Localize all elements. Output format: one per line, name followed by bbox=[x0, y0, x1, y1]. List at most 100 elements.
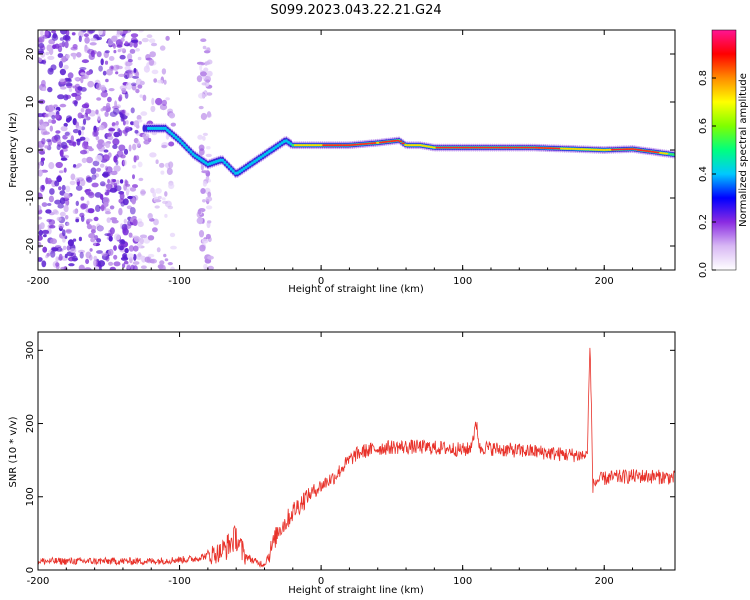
ridge-core bbox=[296, 144, 301, 147]
spectrogram-speckle bbox=[39, 222, 45, 230]
spectrogram-speckle bbox=[96, 51, 102, 58]
spectrogram-speckle bbox=[121, 88, 127, 94]
spectrogram-speckle bbox=[50, 238, 57, 245]
spectrogram-speckle bbox=[42, 246, 48, 253]
spectrogram-speckle bbox=[42, 34, 49, 39]
ridge-core bbox=[322, 144, 326, 147]
x-tick-label: -100 bbox=[168, 276, 191, 287]
ridge-core bbox=[441, 146, 445, 149]
spectrogram-speckle bbox=[63, 266, 68, 270]
spectrogram-speckle bbox=[52, 209, 58, 214]
spectrogram-speckle bbox=[109, 227, 115, 235]
spectrogram-speckle bbox=[125, 112, 130, 117]
spectrogram-speckle bbox=[164, 162, 169, 168]
spectrogram-speckle bbox=[160, 170, 165, 175]
ridge-band-cyan bbox=[270, 148, 273, 152]
spectrogram-speckle bbox=[82, 118, 87, 125]
spectrogram-speckle bbox=[100, 84, 106, 92]
spectrogram-speckle bbox=[199, 64, 203, 71]
spectrogram-speckle bbox=[116, 30, 120, 35]
spectrogram-speckle bbox=[142, 133, 150, 139]
spectrogram-speckle bbox=[49, 125, 53, 132]
ridge-band-cyan bbox=[151, 126, 154, 130]
spectrogram-speckle bbox=[51, 30, 57, 34]
spectrogram-speckle bbox=[207, 191, 212, 198]
ridge-band-cyan bbox=[289, 142, 293, 146]
spectrogram-speckle bbox=[199, 217, 203, 224]
spectrogram-speckle bbox=[75, 218, 80, 223]
spectrogram-speckle bbox=[106, 133, 112, 137]
spectrogram-speckle bbox=[64, 41, 69, 49]
spectrogram-speckle bbox=[93, 216, 99, 222]
spectrogram-speckle bbox=[108, 88, 115, 92]
spectrogram-speckle bbox=[97, 139, 105, 144]
ridge-band-cyan bbox=[174, 135, 178, 139]
spectrogram-speckle bbox=[161, 99, 167, 107]
spectrogram-speckle bbox=[87, 208, 95, 214]
spectrogram-speckle bbox=[152, 191, 156, 198]
spectrogram-speckle bbox=[63, 167, 67, 173]
spectrogram-speckle bbox=[63, 192, 69, 197]
spectrogram-speckle bbox=[57, 204, 64, 209]
spectrogram-speckle bbox=[126, 189, 130, 193]
ridge-core bbox=[361, 143, 366, 145]
spectrogram-speckle bbox=[202, 45, 207, 50]
spectrogram-speckle bbox=[137, 161, 143, 168]
spectrogram-speckle bbox=[143, 139, 150, 145]
spectrogram-speckle bbox=[96, 167, 102, 172]
spectrogram-speckle bbox=[128, 232, 133, 238]
spectrogram-speckle bbox=[62, 34, 70, 41]
spectrogram-speckle bbox=[38, 148, 45, 155]
ridge-core bbox=[534, 146, 538, 149]
spectrogram-speckle bbox=[120, 37, 125, 42]
spectrogram-speckle bbox=[90, 225, 97, 231]
ridge-band-cyan bbox=[234, 171, 237, 175]
spectrogram-speckle bbox=[130, 33, 139, 38]
ridge-core bbox=[662, 152, 666, 155]
ridge-core bbox=[316, 144, 320, 147]
ridge-core bbox=[475, 146, 479, 149]
spectrogram-speckle bbox=[70, 173, 76, 181]
spectrogram-speckle bbox=[70, 135, 75, 143]
ridge-core bbox=[509, 146, 513, 149]
spectrogram-speckle bbox=[124, 40, 128, 46]
spectrogram-speckle bbox=[93, 240, 97, 247]
spectrogram-speckle bbox=[95, 204, 101, 212]
spectrogram-speckle bbox=[120, 201, 125, 207]
spectrogram-speckle bbox=[60, 126, 68, 132]
ridge-band-cyan bbox=[178, 139, 182, 143]
spectrogram-speckle bbox=[131, 39, 138, 43]
x-tick-label: 100 bbox=[453, 276, 472, 287]
spectrogram-speckle bbox=[38, 229, 43, 236]
spectrogram-speckle bbox=[104, 233, 111, 237]
ridge-core bbox=[514, 146, 519, 149]
spectrogram-speckle bbox=[91, 182, 99, 188]
spectrogram-speckle bbox=[75, 125, 83, 131]
spectrogram-speckle bbox=[105, 166, 113, 174]
spectrogram-speckle bbox=[131, 197, 136, 205]
spectrogram-speckle bbox=[125, 127, 129, 133]
spectrogram-speckle bbox=[115, 179, 120, 185]
ridge-core bbox=[373, 142, 377, 144]
spectrogram-speckle bbox=[197, 209, 202, 215]
spectrogram-speckle bbox=[157, 195, 162, 200]
ridge-core bbox=[560, 147, 564, 150]
spectrogram-speckle bbox=[133, 236, 141, 242]
spectrogram-speckle bbox=[119, 192, 125, 200]
spectrogram-speckle bbox=[207, 255, 214, 260]
spectrogram-speckle bbox=[88, 233, 96, 239]
ridge-band-cyan bbox=[278, 142, 282, 146]
ridge-band-cyan bbox=[244, 165, 248, 169]
spectrogram-speckle bbox=[132, 164, 137, 169]
spectrogram-speckle bbox=[127, 61, 133, 66]
spectrogram-speckle bbox=[112, 144, 118, 149]
spectrogram-speckle bbox=[42, 87, 47, 92]
spectrogram-speckle bbox=[202, 135, 206, 141]
spectrogram-speckle bbox=[161, 68, 167, 75]
spectrogram-speckle bbox=[119, 179, 124, 184]
spectrogram-speckle bbox=[113, 165, 121, 172]
spectrogram-speckle bbox=[170, 266, 175, 270]
spectrogram-speckle bbox=[107, 38, 113, 46]
spectrogram-speckle bbox=[51, 34, 59, 41]
